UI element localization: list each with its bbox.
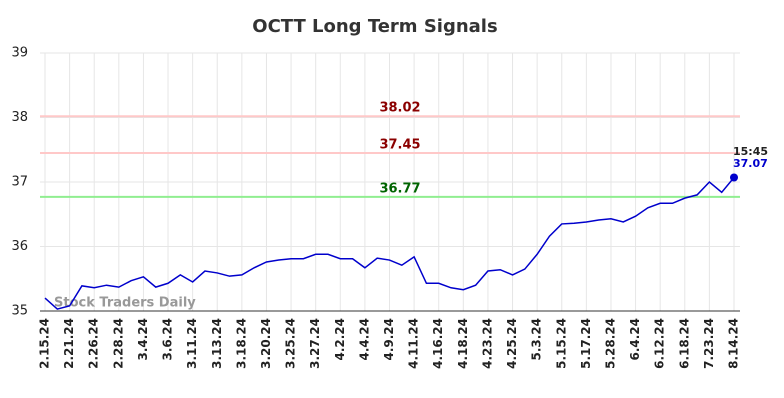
level-label: 36.77 xyxy=(379,181,420,196)
level-label: 37.45 xyxy=(379,137,420,152)
x-tick-label: 5.17.24 xyxy=(579,318,593,369)
y-tick-label: 36 xyxy=(11,239,28,254)
y-tick-label: 35 xyxy=(11,304,28,319)
x-tick-label: 3.11.24 xyxy=(185,318,199,369)
x-tick-label: 4.18.24 xyxy=(456,318,470,369)
x-tick-label: 4.9.24 xyxy=(382,318,396,361)
y-tick-label: 38 xyxy=(11,110,28,125)
last-value: 37.07 xyxy=(733,157,768,170)
x-tick-label: 2.26.24 xyxy=(87,318,101,369)
x-tick-label: 3.27.24 xyxy=(308,318,322,369)
x-tick-label: 3.6.24 xyxy=(161,318,175,361)
last-time: 15:45 xyxy=(733,145,768,158)
x-tick-label: 5.15.24 xyxy=(554,318,568,369)
watermark: Stock Traders Daily xyxy=(54,296,196,311)
price-line xyxy=(44,177,735,310)
y-tick-label: 37 xyxy=(11,175,28,190)
x-tick-label: 6.4.24 xyxy=(628,318,642,361)
x-tick-label: 3.18.24 xyxy=(234,318,248,369)
x-tick-label: 4.16.24 xyxy=(431,318,445,369)
x-tick-label: 8.14.24 xyxy=(727,318,741,369)
x-tick-label: 3.4.24 xyxy=(136,318,150,361)
x-tick-label: 3.13.24 xyxy=(210,318,224,369)
x-tick-label: 4.25.24 xyxy=(505,318,519,369)
x-tick-label: 5.3.24 xyxy=(530,318,544,361)
x-tick-label: 3.20.24 xyxy=(259,318,273,369)
last-point xyxy=(730,173,738,182)
x-tick-label: 7.23.24 xyxy=(702,318,716,369)
level-label: 38.02 xyxy=(379,101,420,116)
x-tick-label: 3.25.24 xyxy=(284,318,298,369)
x-tick-label: 4.2.24 xyxy=(333,318,347,361)
chart-title: OCTT Long Term Signals xyxy=(252,16,497,37)
y-tick-label: 39 xyxy=(11,46,28,61)
x-tick-label: 4.4.24 xyxy=(357,318,371,361)
x-tick-label: 2.21.24 xyxy=(62,318,76,369)
x-tick-label: 2.15.24 xyxy=(38,318,52,369)
x-tick-label: 6.12.24 xyxy=(653,318,667,369)
x-tick-label: 6.18.24 xyxy=(677,318,691,369)
x-tick-label: 4.23.24 xyxy=(480,318,494,369)
x-tick-label: 4.11.24 xyxy=(407,318,421,369)
x-tick-label: 2.28.24 xyxy=(111,318,125,369)
x-tick-label: 5.28.24 xyxy=(603,318,617,369)
